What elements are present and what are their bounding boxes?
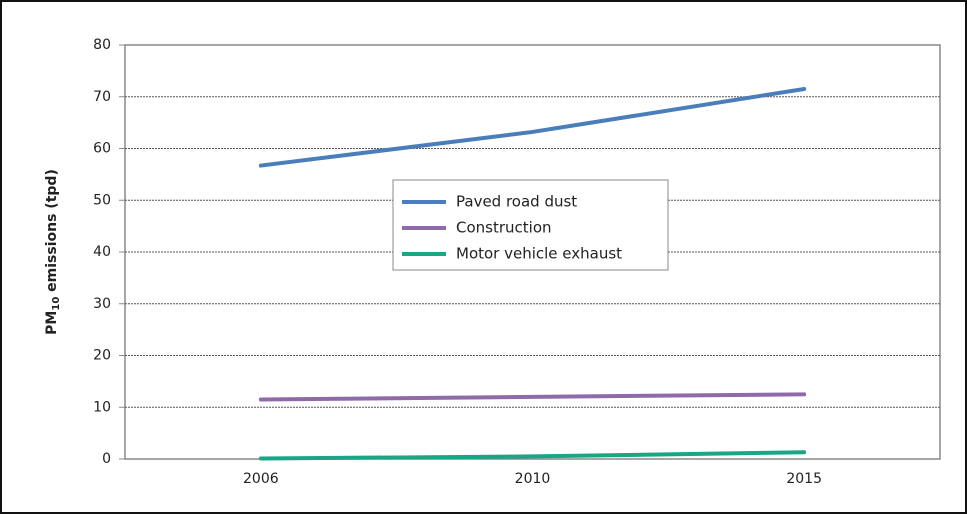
legend-label: Paved road dust xyxy=(456,193,577,211)
legend-label: Motor vehicle exhaust xyxy=(456,245,622,263)
series-line xyxy=(258,392,807,402)
y-tick-label: 70 xyxy=(93,89,111,105)
x-tick-label: 2010 xyxy=(515,471,551,487)
y-tick-label: 60 xyxy=(93,141,111,157)
y-tick-label: 50 xyxy=(93,192,111,208)
y-tick-label: 20 xyxy=(93,348,111,364)
y-axis-label: PM10 emissions (tpd) xyxy=(44,169,62,335)
legend-label: Construction xyxy=(456,219,552,237)
series-line xyxy=(258,450,807,461)
y-tick-label: 30 xyxy=(93,296,111,312)
series-line xyxy=(258,86,807,168)
y-tick-label: 0 xyxy=(102,451,111,467)
y-tick-label: 40 xyxy=(93,244,111,260)
x-tick-label: 2015 xyxy=(786,471,822,487)
x-tick-label: 2006 xyxy=(243,471,279,487)
y-tick-label: 10 xyxy=(93,399,111,415)
y-tick-label: 80 xyxy=(93,37,111,53)
